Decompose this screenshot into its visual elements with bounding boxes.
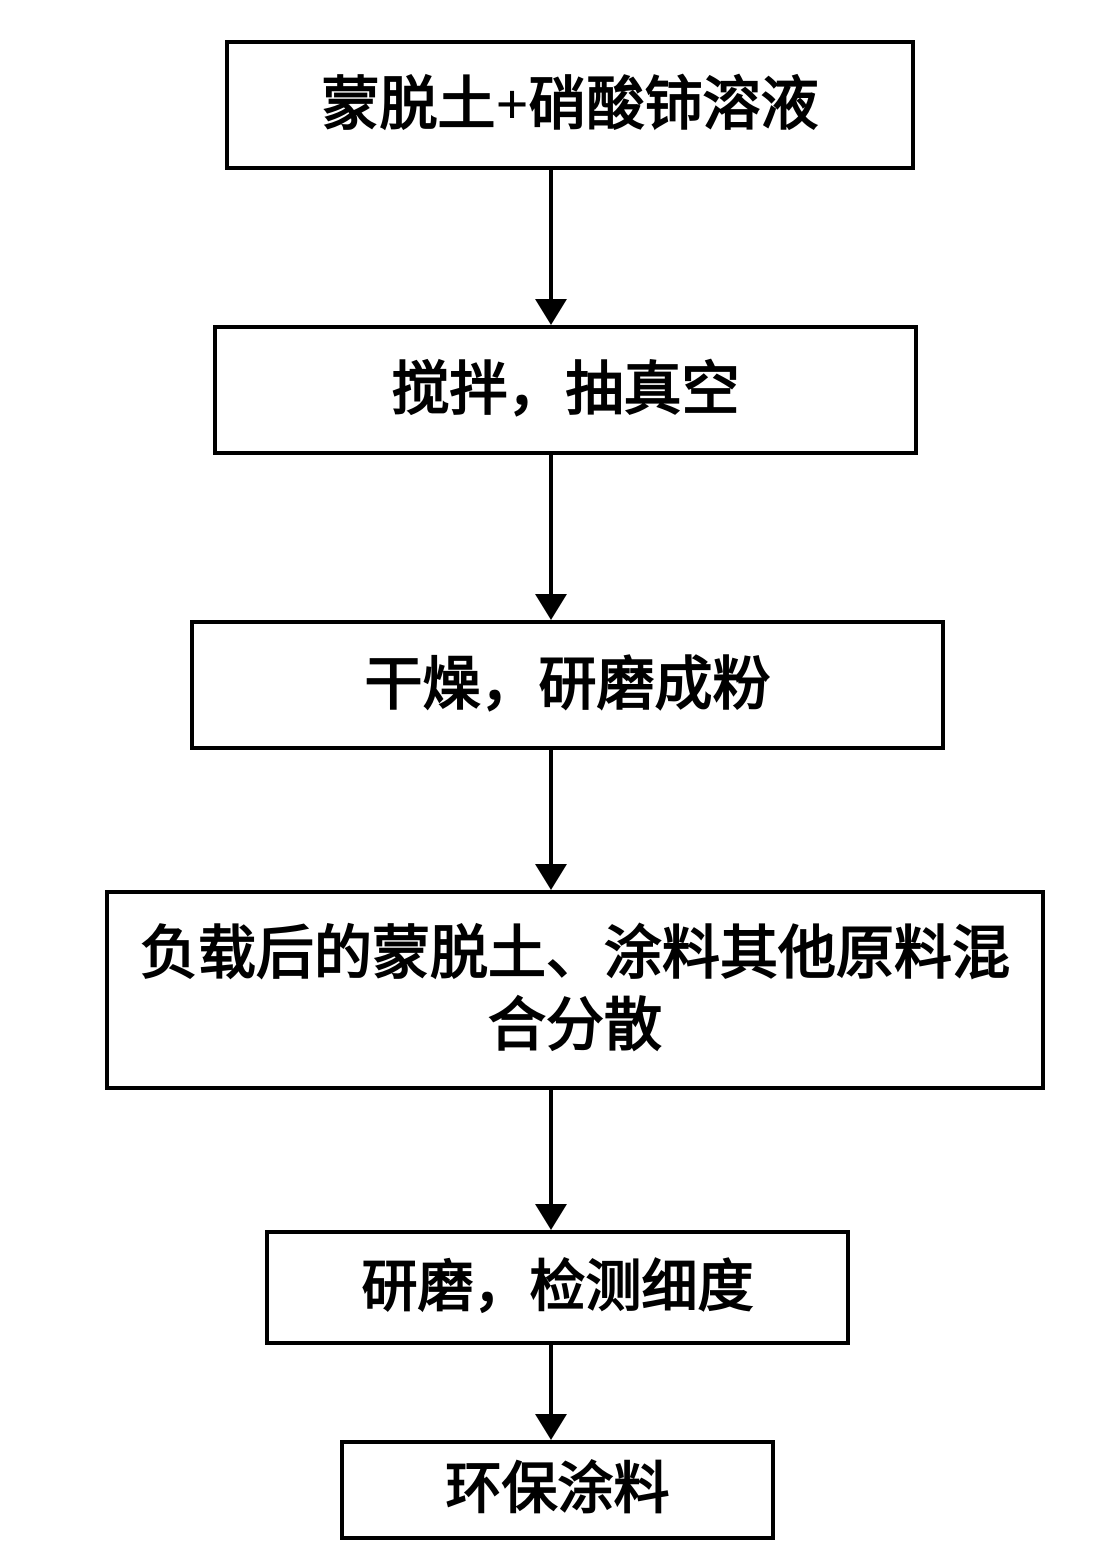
flow-arrow-line-2 [549, 750, 553, 864]
flow-node-n1: 蒙脱土+硝酸铈溶液 [225, 40, 915, 170]
flow-node-n2: 搅拌，抽真空 [213, 325, 918, 455]
flow-node-n4: 负载后的蒙脱土、涂料其他原料混合分散 [105, 890, 1045, 1090]
flow-arrow-line-0 [549, 170, 553, 299]
flow-arrow-head-4 [535, 1414, 567, 1440]
flowchart-canvas: 蒙脱土+硝酸铈溶液搅拌，抽真空干燥，研磨成粉负载后的蒙脱土、涂料其他原料混合分散… [0, 0, 1102, 1546]
flow-arrow-line-1 [549, 455, 553, 594]
flow-arrow-head-2 [535, 864, 567, 890]
flow-node-n6: 环保涂料 [340, 1440, 775, 1540]
flow-arrow-head-1 [535, 594, 567, 620]
flow-arrow-head-3 [535, 1204, 567, 1230]
flow-node-n3: 干燥，研磨成粉 [190, 620, 945, 750]
flow-arrow-head-0 [535, 299, 567, 325]
flow-arrow-line-3 [549, 1090, 553, 1204]
flow-node-n5: 研磨，检测细度 [265, 1230, 850, 1345]
flow-arrow-line-4 [549, 1345, 553, 1414]
